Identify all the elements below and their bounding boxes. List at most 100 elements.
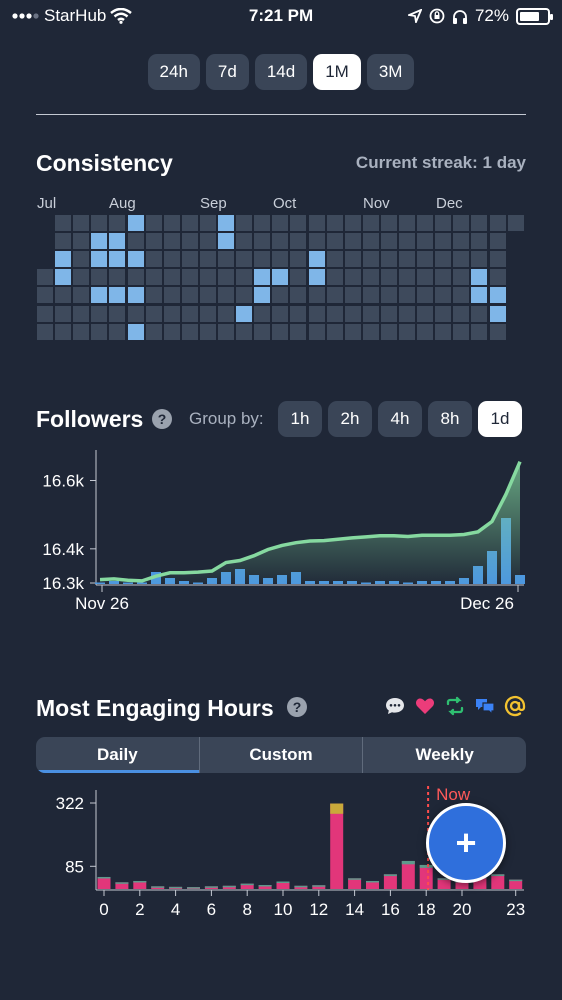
heatmap-cell (272, 215, 289, 231)
heatmap-cell (453, 251, 470, 268)
heatmap-cell (471, 287, 488, 304)
hour-bar (222, 885, 236, 889)
heatmap-cell (380, 215, 397, 231)
heatmap-cell (308, 215, 325, 231)
heatmap-cell (471, 269, 488, 286)
heatmap-cell (91, 215, 108, 231)
tab-weekly[interactable]: Weekly (415, 745, 474, 764)
range-3m-button[interactable]: 3M (366, 54, 415, 90)
group-by-4h-button[interactable]: 4h (378, 401, 422, 437)
heatmap-cell (399, 305, 415, 322)
heatmap-cell (254, 251, 271, 268)
heatmap-cell (344, 323, 361, 340)
heatmap-cell (145, 233, 162, 250)
hour-bar (419, 864, 433, 889)
followers-help-icon[interactable]: ? (152, 409, 172, 429)
tab-daily[interactable]: Daily (36, 737, 200, 773)
followers-area (100, 461, 520, 583)
tab-custom[interactable]: Custom (200, 737, 364, 773)
heatmap-cell (145, 287, 162, 304)
section-divider (36, 114, 526, 115)
heatmap-cell (199, 287, 216, 304)
hour-bar (312, 885, 326, 889)
heatmap-cell (55, 287, 72, 304)
heatmap-cell (344, 251, 361, 268)
group-by-2h-button[interactable]: 2h (328, 401, 372, 437)
heatmap-cell (91, 251, 108, 268)
heatmap-cell (145, 305, 162, 322)
comment-icon[interactable] (384, 695, 406, 717)
heatmap-cell (471, 251, 488, 268)
hour-bar (330, 803, 344, 889)
hour-label: 14 (345, 900, 364, 919)
group-by-1h-button[interactable]: 1h (278, 401, 322, 437)
heatmap-cell (471, 323, 488, 340)
y-tick-label: 16.6k (42, 472, 84, 491)
heatmap-cell (236, 269, 253, 286)
heatmap-cell (73, 251, 90, 268)
heatmap-cell (37, 269, 53, 286)
heatmap-cell (218, 305, 234, 322)
retweet-icon[interactable] (444, 695, 466, 717)
follower-gain-bar (123, 582, 133, 584)
hour-label: 8 (242, 900, 251, 919)
heatmap-cell (181, 251, 198, 268)
heatmap-cell (399, 233, 415, 250)
heatmap-cell (326, 305, 343, 322)
range-14d-button[interactable]: 14d (254, 54, 308, 90)
heatmap-cell (145, 323, 162, 340)
heatmap-cell (290, 251, 307, 268)
y-tick-label: 85 (65, 857, 84, 876)
range-7d-button[interactable]: 7d (205, 54, 249, 90)
heatmap-cell (380, 233, 397, 250)
group-by-selector: 1h 2h 4h 8h 1d (278, 401, 522, 437)
hour-label: 2 (135, 900, 144, 919)
heatmap-cell (109, 323, 126, 340)
heatmap-cell (181, 233, 198, 250)
heatmap-cell (489, 287, 506, 304)
heatmap-cell (163, 233, 180, 250)
heatmap-cell (163, 305, 180, 322)
heatmap-cell (272, 269, 289, 286)
hour-bar (276, 881, 290, 889)
heatmap-cell (91, 269, 108, 286)
heatmap-cell (272, 305, 289, 322)
clock: 7:21 PM (248, 6, 314, 25)
hour-label: 18 (417, 900, 436, 919)
heatmap-cell (380, 269, 397, 286)
mention-icon[interactable] (504, 695, 526, 717)
hour-bar (509, 879, 523, 889)
heatmap-cell (471, 233, 488, 250)
heatmap-cell (344, 287, 361, 304)
heatmap-cell (199, 323, 216, 340)
range-24h-button[interactable]: 24h (147, 54, 200, 90)
heatmap-cell (417, 269, 434, 286)
heatmap-cell (453, 269, 470, 286)
heatmap-cell (417, 305, 434, 322)
heatmap-cell (399, 323, 415, 340)
heatmap-cell (326, 287, 343, 304)
heatmap-cell (55, 269, 72, 286)
direct-message-icon[interactable] (474, 695, 496, 717)
hour-label: 12 (309, 900, 328, 919)
heatmap-cell (453, 305, 470, 322)
heatmap-cell (181, 215, 198, 231)
heatmap-cell (55, 251, 72, 268)
group-by-8h-button[interactable]: 8h (428, 401, 472, 437)
compose-fab-button[interactable]: + (426, 803, 506, 883)
heatmap-cell (73, 305, 90, 322)
heatmap-cell (399, 269, 415, 286)
heatmap-cell (236, 305, 253, 322)
heatmap-cell (489, 215, 506, 231)
heatmap-cell (109, 269, 126, 286)
heatmap-cell (163, 215, 180, 231)
month-label-aug: Aug (109, 195, 136, 212)
like-icon[interactable] (414, 695, 436, 717)
hour-bar (151, 886, 165, 889)
heatmap-cell (380, 305, 397, 322)
range-1m-button[interactable]: 1M (313, 54, 361, 90)
now-marker-label: Now (436, 785, 471, 804)
engaging-help-icon[interactable]: ? (287, 697, 307, 717)
heatmap-cell (91, 233, 108, 250)
group-by-1d-button[interactable]: 1d (478, 401, 522, 437)
